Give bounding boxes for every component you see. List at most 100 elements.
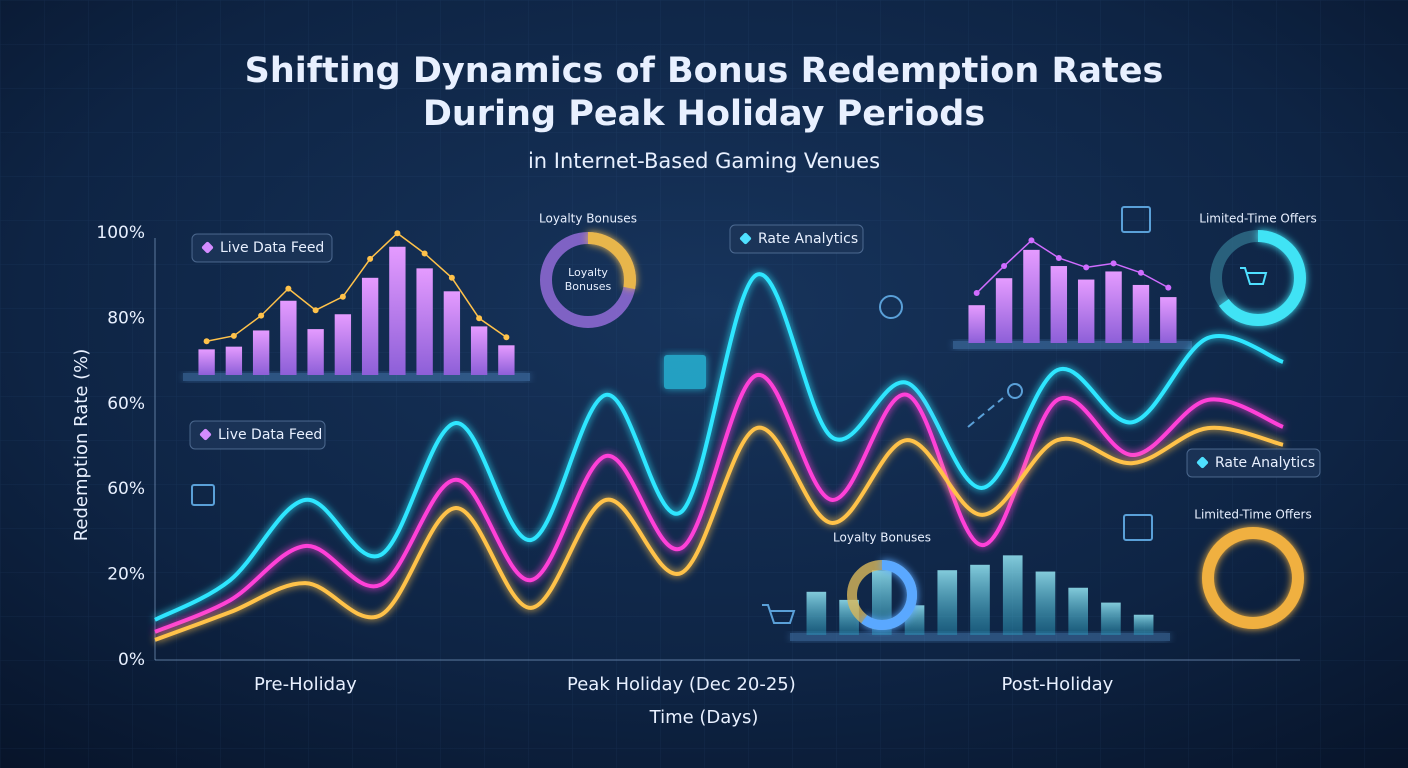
y-tick-label: 100% [96,223,145,243]
inset-bar [334,314,352,375]
donut-label: Limited-Time Offers [1194,508,1311,522]
clock-icon [879,295,903,319]
inset-bar [1101,602,1121,635]
series-line [154,373,1284,634]
donut-label: Limited-Time Offers [1199,212,1316,226]
gift-icon [664,355,706,389]
inset-bar [198,349,215,375]
inset-bar [470,326,488,375]
inset-dot [258,312,265,319]
badge-label: Rate Analytics [1215,455,1315,471]
inset-bar [280,300,297,375]
inset-bar [252,330,270,375]
cart-icon [762,604,796,624]
chart-title: Shifting Dynamics of Bonus Redemption Ra… [245,51,1164,91]
y-axis-title: Redemption Rate (%) [71,349,92,542]
inset-dot [312,307,319,314]
inset-glow [790,633,1170,641]
series-line [154,272,1284,622]
badge-icon [739,232,752,245]
y-tick-label: 80% [107,308,145,328]
inset-dot [476,315,483,322]
inset-dot [973,290,980,297]
inset-bar [1105,271,1122,343]
inset-dot [503,334,510,341]
inset-dot [1001,263,1008,270]
donut-center: Loyalty [568,266,608,279]
donut-arc [847,560,917,630]
y-tick-label: 60% [107,394,145,414]
inset-line [206,232,507,342]
inset-dot [1110,260,1117,267]
x-axis-title: Time (Days) [649,707,759,728]
badge-label: Rate Analytics [758,231,858,247]
inset-dot [1028,237,1035,244]
badge [1186,448,1321,478]
inset-bar [1132,284,1150,343]
inset-dot [421,250,428,257]
y-tick-label: 60% [107,479,145,499]
target-icon [1007,383,1023,399]
x-tick-label: Pre-Holiday [254,674,357,695]
donut-arc [1210,230,1306,326]
inset-bar [1068,587,1088,635]
inset-bar [1035,571,1056,635]
inset-dot [203,338,210,345]
donut-label: Loyalty Bonuses [833,531,931,545]
inset-bar [937,570,958,635]
inset-dot [1055,254,1062,261]
inset-dot [230,332,237,339]
series-line [154,425,1284,642]
x-tick-label: Peak Holiday (Dec 20-25) [567,674,796,695]
inset-dot [1137,269,1144,276]
inset-bar [307,329,324,375]
donut-arc [540,232,636,328]
dash-line [967,397,1004,428]
inset-bar [1023,249,1040,343]
donut-label: Loyalty Bonuses [539,212,637,226]
inset-line [976,239,1169,294]
donut-center: Bonuses [565,280,612,293]
badge-label: Live Data Feed [218,427,322,443]
inset-bar [416,268,433,375]
badge-label: Live Data Feed [220,240,324,256]
inset-bar [1050,266,1068,343]
chart-title: During Peak Holiday Periods [423,94,985,134]
badge-icon [201,241,214,254]
badge [191,233,333,263]
y-tick-label: 20% [107,565,145,585]
gift-icon [191,484,215,506]
badge [189,420,326,450]
inset-bar [1077,279,1095,343]
gift-icon [1123,514,1153,541]
inset-dot [1165,284,1172,291]
badge-icon [199,428,212,441]
inset-bar [872,570,892,635]
chart-subtitle: in Internet-Based Gaming Venues [528,149,880,173]
inset-dot [285,285,292,292]
inset-bar [443,291,461,375]
inset-bar [498,345,515,375]
inset-bar [361,277,379,375]
inset-bar [968,305,985,343]
cart-icon [1240,267,1268,285]
y-tick-label: 0% [118,650,145,670]
inset-dot [448,274,455,281]
inset-glow [183,373,530,381]
inset-bar [225,346,243,375]
inset-bar [389,246,406,375]
inset-bar [995,278,1013,343]
inset-bar [1002,555,1023,635]
inset-dot [394,230,401,237]
x-tick-label: Post-Holiday [1001,674,1113,695]
inset-bar [806,591,827,635]
badge-icon [1196,456,1209,469]
badge [729,224,864,254]
decorations [191,206,1153,624]
inset-dot [1083,264,1090,271]
inset-bar [1133,614,1154,635]
gift-icon [1121,206,1151,233]
donut-arc [1202,527,1304,629]
inset-dot [367,255,374,262]
